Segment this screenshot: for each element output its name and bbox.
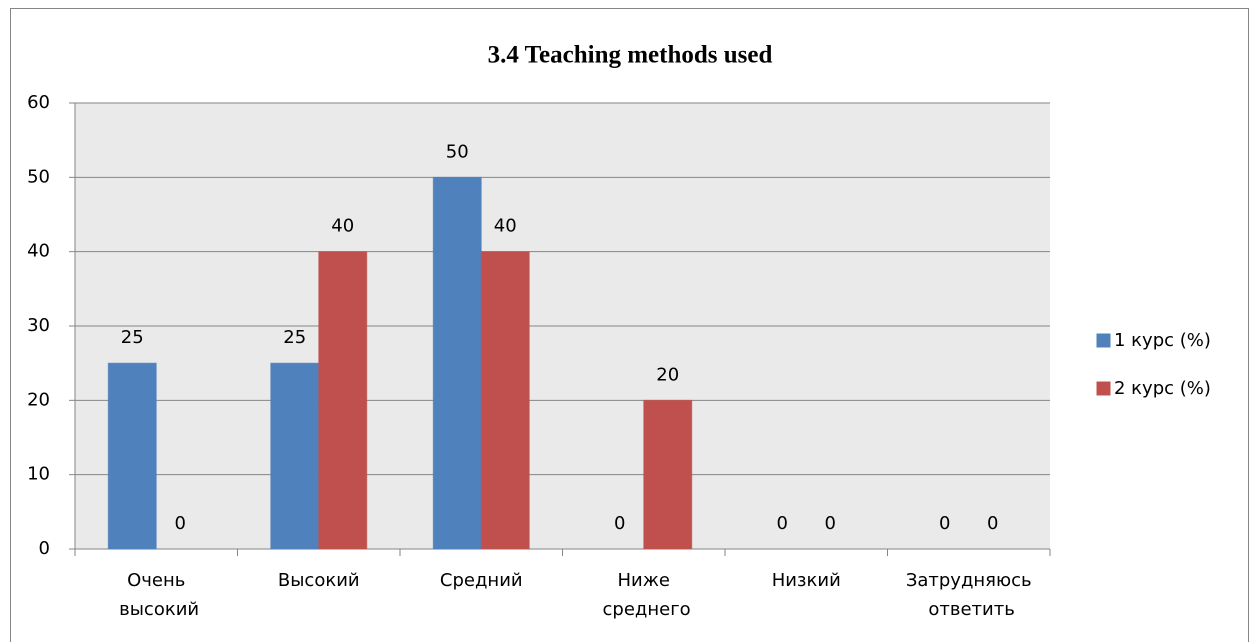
x-tick-label: Ниже среднего — [597, 570, 691, 620]
y-tick-label: 0 — [39, 538, 50, 559]
x-tick-label: Низкий — [772, 570, 841, 591]
data-label: 20 — [656, 364, 679, 385]
data-label: 25 — [283, 327, 306, 348]
x-tick-label: Высокий — [278, 570, 360, 591]
data-label: 0 — [175, 513, 186, 534]
y-tick-label: 40 — [27, 241, 50, 262]
x-tick-label: Средний — [440, 570, 523, 591]
bar — [107, 362, 157, 550]
data-label: 0 — [614, 513, 625, 534]
data-label: 0 — [825, 513, 836, 534]
legend-label: 1 курс (%) — [1114, 330, 1211, 351]
legend-swatch — [1096, 381, 1111, 396]
data-label: 50 — [446, 141, 469, 162]
y-tick-label: 30 — [27, 315, 50, 336]
bar — [318, 251, 368, 550]
bar — [480, 251, 530, 550]
data-label: 0 — [939, 513, 950, 534]
data-label: 0 — [987, 513, 998, 534]
chart-title: 3.4 Teaching methods used — [488, 42, 773, 69]
x-tick-label: Затрудняюсь ответить — [906, 570, 1032, 620]
data-label: 0 — [777, 513, 788, 534]
data-label: 40 — [331, 216, 354, 237]
y-tick-label: 50 — [27, 166, 50, 187]
x-tick-label: Очень высокий — [113, 570, 199, 620]
bar — [270, 362, 320, 550]
data-label: 40 — [494, 216, 517, 237]
legend-label: 2 курс (%) — [1114, 378, 1211, 399]
y-tick-label: 10 — [27, 464, 50, 485]
bar — [432, 176, 482, 550]
bar — [643, 399, 693, 550]
data-label: 25 — [121, 327, 144, 348]
y-tick-label: 20 — [27, 389, 50, 410]
legend-swatch — [1096, 333, 1111, 348]
y-tick-label: 60 — [27, 92, 50, 113]
